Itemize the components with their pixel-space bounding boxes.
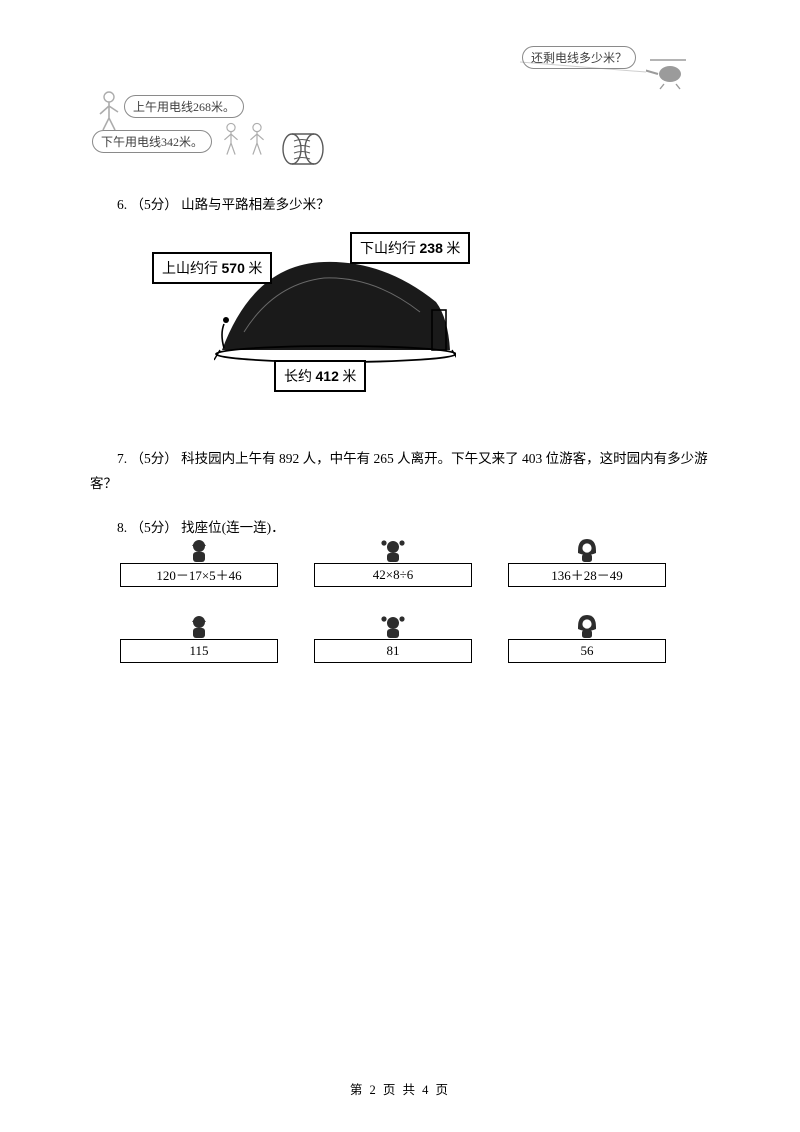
kid-icon-girl-pigtails [380,537,406,563]
label-flat: 长约 412 米 [274,360,366,392]
question-8: 8. （5分） 找座位(连一连)． 120－17×5＋46 42×8÷6 [90,515,710,663]
question-7: 7. （5分） 科技园内上午有 892 人，中午有 265 人离开。下午又来了 … [90,446,710,497]
q6-number: 6. [117,197,127,212]
seat-box: 115 [120,639,278,663]
seat-box: 42×8÷6 [314,563,472,587]
q7-points: （5分） [131,451,178,466]
question-6: 6. （5分） 山路与平路相差多少米？ 上山约行 570 米 下 [90,192,710,392]
q7-body: 科技园内上午有 892 人，中午有 265 人离开。下午又来了 403 位游客，… [181,451,708,466]
seat-top-2: 42×8÷6 [314,563,472,587]
connector-line [520,56,650,76]
seat-row-top: 120－17×5＋46 42×8÷6 136＋28－49 [120,563,710,587]
label-uphill: 上山约行 570 米 [152,252,272,284]
page-content: 还剩电线多少米？ 上午用电线268米。 [0,0,800,663]
q5-illustration: 还剩电线多少米？ 上午用电线268米。 [90,40,710,170]
seat-bottom-1: 115 [120,639,278,663]
seat-box: 81 [314,639,472,663]
seat-box: 136＋28－49 [508,563,666,587]
page-footer: 第 2 页 共 4 页 [0,1079,800,1098]
q6-text: 6. （5分） 山路与平路相差多少米？ [90,192,710,218]
seat-bottom-2: 81 [314,639,472,663]
q7-text-line2: 客？ [90,471,710,497]
kid-icon-boy [186,537,212,563]
q8-body: 找座位(连一连)． [181,520,285,535]
q6-body: 山路与平路相差多少米？ [181,197,330,212]
cable-reel-icon [280,132,326,166]
seat-box: 120－17×5＋46 [120,563,278,587]
child-1-icon [220,122,241,156]
q7-text-line1: 7. （5分） 科技园内上午有 892 人，中午有 265 人离开。下午又来了 … [90,446,710,472]
q8-number: 8. [117,520,127,535]
q6-figure: 上山约行 570 米 下山约行 238 米 长约 412 米 [152,232,488,392]
q7-number: 7. [117,451,127,466]
q8-figure: 120－17×5＋46 42×8÷6 136＋28－49 [120,563,710,663]
seat-top-3: 136＋28－49 [508,563,666,587]
seat-bottom-3: 56 [508,639,666,663]
helicopter-icon [646,56,692,90]
worker-icon [96,90,122,132]
seat-row-bottom: 115 81 56 [120,639,710,663]
kid-icon-girl-bob [574,613,600,639]
seat-box: 56 [508,639,666,663]
bubble-morning: 上午用电线268米。 [124,95,244,118]
kid-icon-girl-bob [574,537,600,563]
q6-points: （5分） [131,197,178,212]
child-2-icon [246,122,267,156]
kid-icon-girl-pigtails [380,613,406,639]
label-downhill: 下山约行 238 米 [350,232,470,264]
q8-points: （5分） [131,520,178,535]
kid-icon-boy [186,613,212,639]
bubble-afternoon: 下午用电线342米。 [92,130,212,153]
seat-top-1: 120－17×5＋46 [120,563,278,587]
